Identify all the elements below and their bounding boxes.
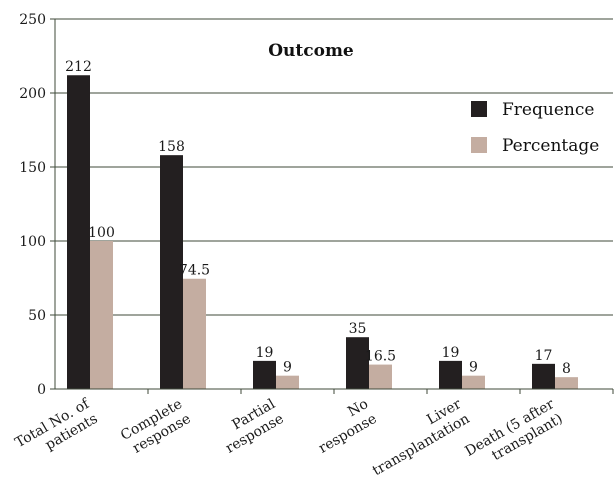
legend-label-percentage: Percentage: [502, 136, 599, 156]
data-label: 9: [469, 360, 478, 376]
data-label: 19: [442, 345, 460, 361]
y-tick-label: 150: [19, 160, 46, 176]
data-label: 9: [283, 360, 292, 376]
bar-frequence: [160, 155, 183, 389]
data-label: 158: [158, 139, 185, 155]
y-tick-label: 50: [28, 308, 46, 324]
y-tick-label: 200: [19, 86, 46, 102]
bar-frequence: [67, 75, 90, 390]
data-label: 74.5: [179, 263, 210, 279]
legend-swatch-percentage: [471, 137, 487, 153]
bar-percentage: [462, 375, 485, 389]
data-label: 100: [88, 225, 115, 241]
bar-frequence: [532, 363, 555, 389]
data-label: 17: [535, 348, 553, 364]
data-label: 35: [349, 321, 367, 337]
bar-frequence: [253, 360, 276, 389]
chart-title: Outcome: [268, 41, 354, 61]
data-label: 16.5: [365, 349, 396, 365]
x-tick-label-line: response: [316, 411, 379, 457]
y-tick-label: 250: [19, 12, 46, 28]
bar-percentage: [183, 278, 206, 389]
legend: Frequence Percentage: [471, 100, 599, 156]
bar-percentage: [90, 241, 113, 389]
bar-frequence: [439, 360, 462, 389]
data-label: 19: [256, 345, 274, 361]
bar-percentage: [369, 364, 392, 389]
bar-frequence: [346, 337, 369, 389]
y-tick-label: 100: [19, 234, 46, 250]
legend-swatch-frequence: [471, 101, 487, 117]
data-labels: 212 100 158 74.5 19 9 35 16.5 19 9 17 8: [65, 59, 571, 377]
bar-percentage: [555, 377, 578, 389]
bars: [67, 75, 578, 390]
data-label: 8: [562, 361, 571, 377]
y-tick-label: 0: [37, 382, 46, 398]
gridlines: [55, 18, 613, 390]
bar-percentage: [276, 375, 299, 389]
legend-label-frequence: Frequence: [502, 100, 594, 120]
data-label: 212: [65, 59, 92, 75]
x-tick-label-line: transplantation: [370, 411, 473, 479]
